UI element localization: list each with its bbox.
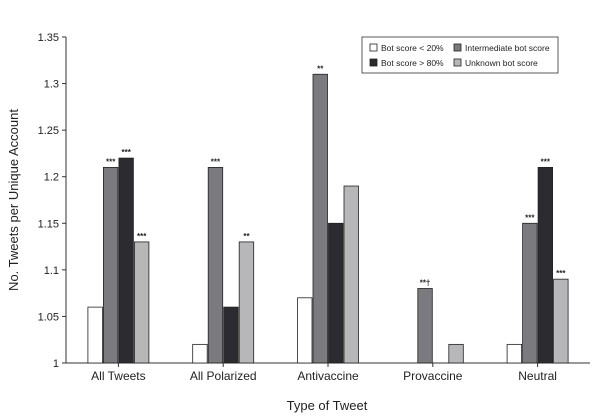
significance-label: *** <box>556 269 566 278</box>
bar <box>223 306 239 364</box>
y-ticks: 1 1.05 1.1 1.15 1.2 1.25 1.3 1.35 <box>38 32 66 370</box>
legend-swatch <box>453 58 462 67</box>
significance-label: ** <box>243 232 250 241</box>
significance-label: *** <box>137 232 147 241</box>
bar <box>103 166 119 364</box>
y-tick-label: 1.2 <box>44 172 59 184</box>
legend-label: Bot score > 80% <box>381 58 444 68</box>
bar <box>522 222 538 364</box>
y-tick-label: 1.3 <box>44 79 59 91</box>
significance-label: **† <box>420 278 431 287</box>
legend-box <box>361 36 559 74</box>
bar <box>87 306 103 364</box>
bar <box>118 157 134 364</box>
bar <box>297 297 313 364</box>
y-tick-label: 1.25 <box>38 125 59 137</box>
bar <box>192 343 208 364</box>
x-category-label: Antivaccine <box>297 369 359 383</box>
bars: ******************†********* <box>87 64 569 364</box>
legend-label: Intermediate bot score <box>465 43 550 53</box>
bar <box>238 241 255 364</box>
x-category-label: Neutral <box>518 369 557 383</box>
bar <box>537 166 553 364</box>
bar <box>328 222 344 364</box>
x-category-label: All Tweets <box>91 369 145 383</box>
significance-label: *** <box>121 148 131 157</box>
legend-swatch <box>453 43 462 52</box>
y-tick-label: 1 <box>53 358 59 370</box>
y-tick-label: 1.05 <box>38 311 59 323</box>
y-tick-label: 1.1 <box>44 265 59 277</box>
legend-label: Bot score < 20% <box>381 43 444 53</box>
significance-label: ** <box>317 64 324 73</box>
bar <box>312 73 328 364</box>
significance-label: *** <box>211 157 221 166</box>
bar <box>133 241 150 364</box>
bar <box>448 343 464 364</box>
legend: Bot score < 20% Intermediate bot score Bot… <box>361 36 559 74</box>
y-axis-label: No. Tweets per Unique Account <box>6 109 21 291</box>
y-tick-label: 1.15 <box>38 218 59 230</box>
y-tick-label: 1.35 <box>38 32 59 44</box>
significance-label: *** <box>541 157 551 166</box>
legend-swatch <box>369 43 378 52</box>
bar <box>343 185 359 364</box>
x-axis-label: Type of Tweet <box>287 398 368 413</box>
x-category-label: Provaccine <box>403 369 463 383</box>
legend-swatch <box>369 58 378 67</box>
bar <box>553 278 569 364</box>
bar <box>207 166 224 364</box>
legend-label: Unknown bot score <box>465 58 538 68</box>
significance-label: *** <box>525 213 535 222</box>
x-category-label: All Polarized <box>190 369 257 383</box>
significance-label: *** <box>106 157 116 166</box>
bar <box>417 288 433 364</box>
x-categories: All Tweets All Polarized Antivaccine Provac… <box>91 363 557 383</box>
bar <box>506 343 523 364</box>
